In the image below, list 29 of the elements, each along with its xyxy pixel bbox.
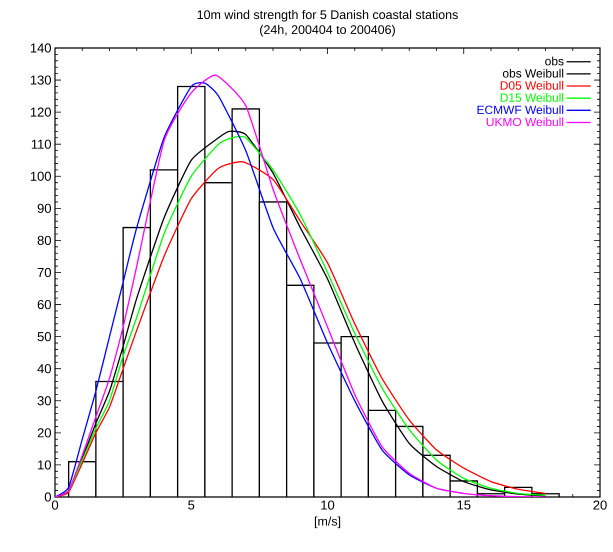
legend-label: UKMO Weibull xyxy=(486,117,564,126)
legend-label: obs Weibull xyxy=(502,68,564,78)
y-tick-label: 140 xyxy=(30,43,51,53)
legend-label: ECMWF Weibull xyxy=(478,105,564,114)
legend-label: D15 Weibull xyxy=(500,93,564,102)
y-tick-label: 10 xyxy=(38,460,51,470)
y-tick-label: 40 xyxy=(37,364,51,374)
chart-title: 10m wind strength for 5 Danish coastal stations xyxy=(198,10,458,22)
y-tick-label: 0 xyxy=(44,492,51,502)
y-tick-label: 130 xyxy=(30,75,51,85)
x-tick-label: 0 xyxy=(52,500,58,510)
x-tick-label: 20 xyxy=(593,500,607,510)
legend-label: obs xyxy=(545,56,564,66)
chart-subtitle: (24h, 200404 to 200406) xyxy=(260,24,395,36)
y-tick-label: 120 xyxy=(30,108,51,117)
y-tick-label: 70 xyxy=(38,268,51,278)
legend-label: D05 Weibull xyxy=(500,80,564,90)
y-tick-label: 30 xyxy=(38,396,51,406)
x-tick-label: 10 xyxy=(321,500,334,510)
x-axis-title: [m/s] xyxy=(314,516,340,528)
x-tick-label: 5 xyxy=(188,500,194,510)
y-tick-label: 60 xyxy=(38,300,51,310)
y-tick-label: 20 xyxy=(38,428,51,438)
y-tick-label: 90 xyxy=(38,204,51,213)
y-tick-label: 50 xyxy=(38,332,51,342)
y-tick-label: 80 xyxy=(38,236,51,245)
y-tick-label: 110 xyxy=(32,140,51,149)
x-tick-label: 15 xyxy=(458,500,470,510)
y-tick-label: 100 xyxy=(30,172,51,181)
